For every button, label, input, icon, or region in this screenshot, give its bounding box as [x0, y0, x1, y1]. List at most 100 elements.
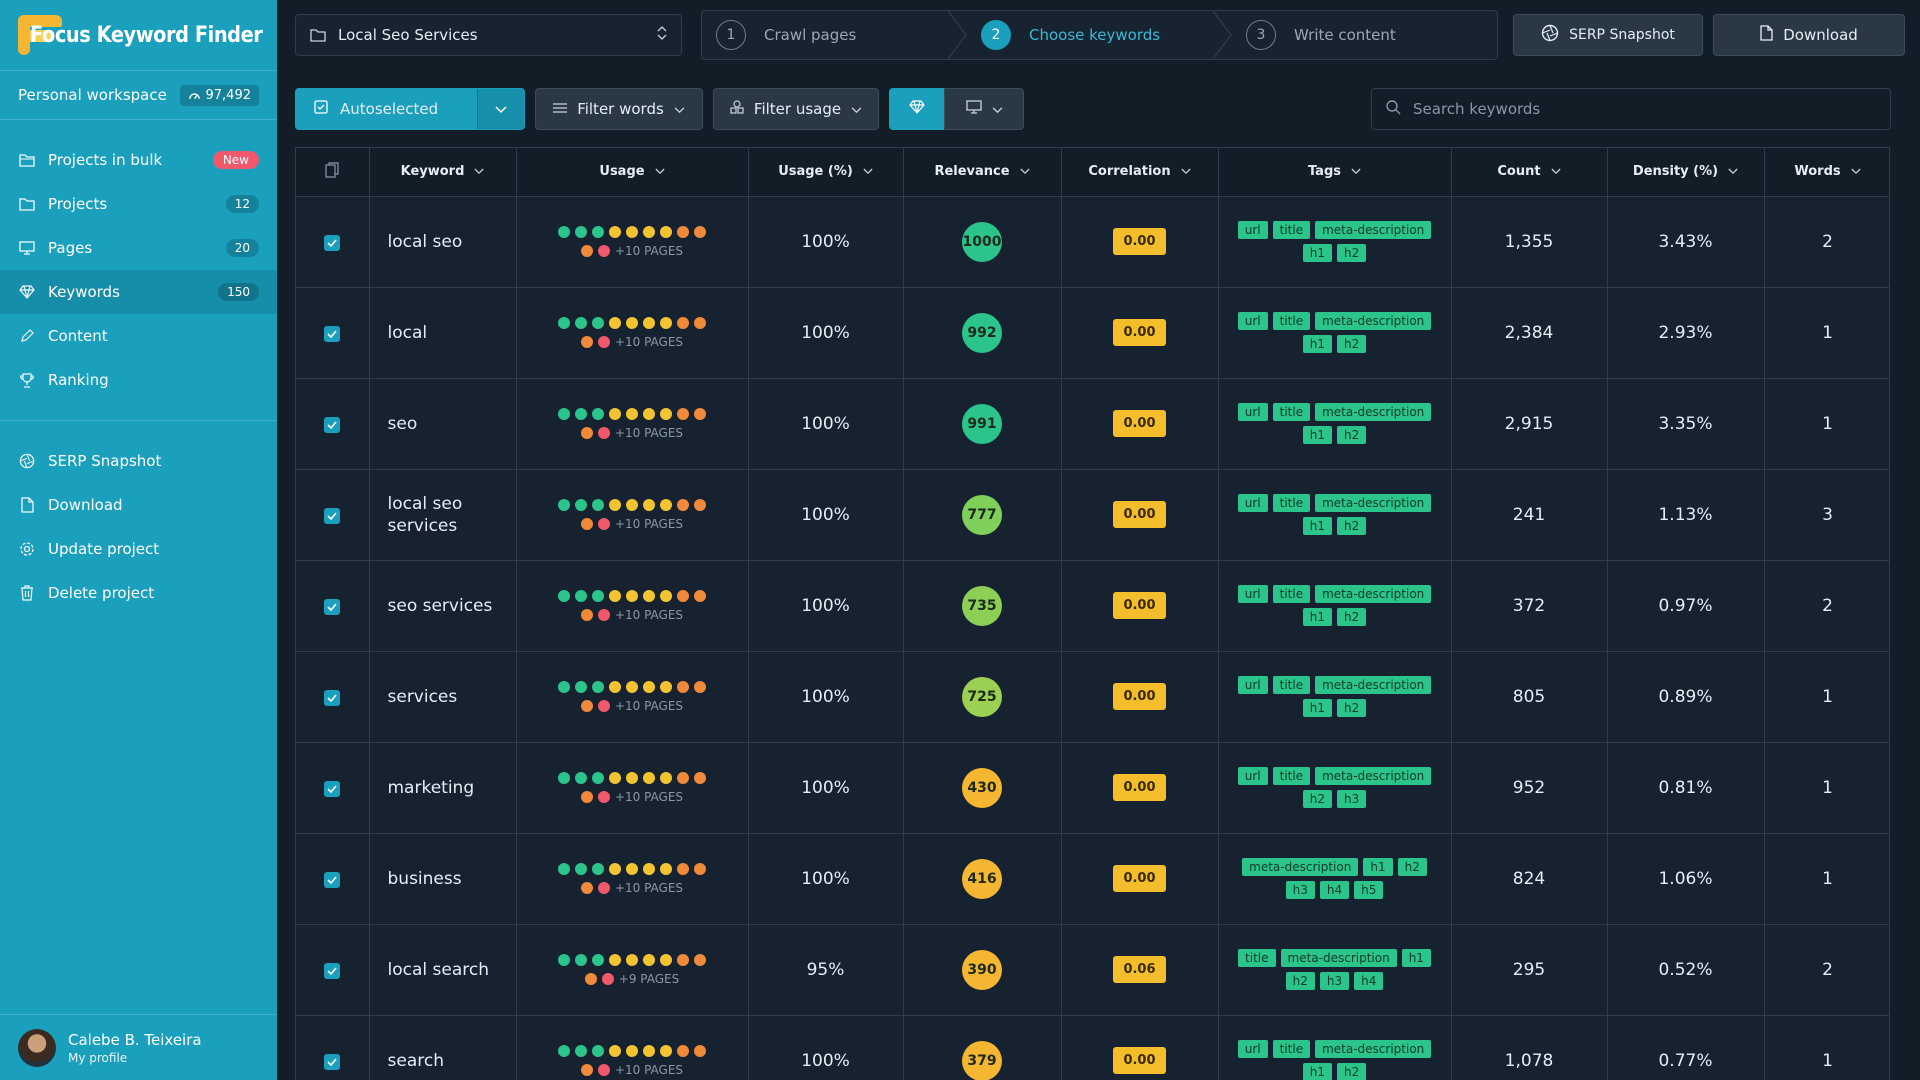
table-row: marketing +10 PAGES 100% 430 0.00 url title met… — [296, 742, 1889, 834]
row-checkbox[interactable] — [324, 325, 341, 342]
table-header: Keyword Usage Usage (%) Relevance Correlatio… — [296, 148, 1889, 197]
sidebar-action-delete-project[interactable]: Delete project — [0, 571, 277, 615]
relevance-cell: 992 — [903, 287, 1062, 379]
column-header-correlation[interactable]: Correlation — [1061, 148, 1219, 197]
profile[interactable]: Calebe B. Teixeira My profile — [0, 1014, 277, 1080]
step-choose-keywords[interactable]: 2 Choose keywords — [967, 10, 1232, 60]
my-profile-link[interactable]: My profile — [68, 1050, 128, 1065]
usage-dot — [592, 225, 604, 238]
column-header-tags[interactable]: Tags — [1218, 148, 1452, 197]
usage-dot — [677, 680, 689, 693]
correlation-cell: 0.00 — [1061, 196, 1219, 288]
count-cell: 1,078 — [1451, 1015, 1608, 1080]
app-logo[interactable]: Focus Keyword Finder — [0, 0, 277, 70]
row-checkbox[interactable] — [324, 598, 341, 615]
usage-dot — [580, 790, 593, 803]
keywords-view-button[interactable] — [889, 88, 944, 130]
step-crawl-pages[interactable]: 1 Crawl pages — [702, 10, 967, 60]
correlation-cell: 0.00 — [1061, 742, 1219, 834]
keyword-text: seo services — [387, 595, 493, 616]
sidebar-item-projects-in-bulk[interactable]: Projects in bulk New — [0, 138, 277, 182]
usage-dot — [643, 498, 655, 511]
tag-chip: url — [1237, 1040, 1268, 1058]
usage-dot — [597, 608, 610, 621]
relevance-score: 1000 — [962, 221, 1002, 262]
usage-dot — [660, 862, 672, 875]
column-header-density[interactable]: Density (%) — [1607, 148, 1765, 197]
usage-dots — [517, 771, 748, 784]
table-row: local seo +10 PAGES 100% 1000 0.00 url title me… — [296, 196, 1889, 288]
sidebar-item-keywords[interactable]: Keywords 150 — [0, 270, 277, 314]
download-button[interactable]: Download — [1713, 14, 1905, 56]
column-header-relevance[interactable]: Relevance — [903, 148, 1062, 197]
density-cell: 0.89% — [1607, 651, 1765, 743]
tag-chip: h2 — [1337, 608, 1367, 626]
sidebar-action-download[interactable]: Download — [0, 483, 277, 527]
usage-dot — [580, 881, 593, 894]
row-checkbox[interactable] — [324, 871, 341, 888]
autoselected-dropdown[interactable] — [477, 89, 524, 129]
tag-chip: h4 — [1354, 972, 1384, 990]
step-write-content[interactable]: 3 Write content — [1232, 11, 1497, 59]
search-input[interactable] — [1413, 100, 1890, 118]
column-header-keyword[interactable]: Keyword — [369, 148, 517, 197]
usage-dot — [626, 953, 638, 966]
row-checkbox[interactable] — [324, 416, 341, 433]
row-checkbox[interactable] — [324, 689, 341, 706]
step-number: 2 — [981, 20, 1011, 50]
column-header-words[interactable]: Words — [1764, 148, 1889, 197]
column-header-label: Keyword — [400, 164, 465, 180]
sidebar-item-pages[interactable]: Pages 20 — [0, 226, 277, 270]
sidebar-action-serp-snapshot[interactable]: SERP Snapshot — [0, 439, 277, 483]
column-header-usage[interactable]: Usage — [516, 148, 749, 197]
credits-value: 97,492 — [205, 87, 252, 103]
sidebar-action-update-project[interactable]: Update project — [0, 527, 277, 571]
sidebar-item-ranking[interactable]: Ranking — [0, 358, 277, 402]
usage-dot — [575, 225, 587, 238]
count-cell: 1,355 — [1451, 196, 1608, 288]
avatar — [18, 1028, 56, 1067]
sidebar-item-content[interactable]: Content — [0, 314, 277, 358]
keyword-text: business — [387, 868, 462, 889]
column-header-label: Density (%) — [1632, 164, 1719, 180]
usage-dot — [575, 862, 587, 875]
count-cell: 295 — [1451, 924, 1608, 1016]
sidebar-item-projects[interactable]: Projects 12 — [0, 182, 277, 226]
usage-dot — [575, 953, 587, 966]
filter-words-button[interactable]: Filter words — [535, 88, 703, 130]
row-checkbox[interactable] — [324, 962, 341, 979]
gauge-icon — [188, 93, 200, 100]
more-pages-label: +10 PAGES — [614, 516, 684, 531]
workspace-selector[interactable]: Personal workspace 97,492 — [0, 70, 277, 120]
usage-cell: +10 PAGES — [516, 833, 749, 925]
serp-snapshot-button[interactable]: SERP Snapshot — [1513, 14, 1703, 56]
correlation-badge: 0.00 — [1113, 774, 1166, 801]
sidebar-item-label: Projects in bulk — [48, 151, 163, 169]
correlation-cell: 0.06 — [1061, 924, 1219, 1016]
column-header-usage[interactable]: Usage (%) — [748, 148, 904, 197]
autoselected-label: Autoselected — [340, 100, 439, 118]
column-header-count[interactable]: Count — [1451, 148, 1608, 197]
more-pages-label: +10 PAGES — [614, 334, 684, 349]
tags-cell: url title meta-description h1 h2 — [1218, 560, 1452, 652]
device-select[interactable] — [944, 88, 1024, 130]
chevron-down-icon — [1180, 164, 1191, 179]
filter-usage-button[interactable]: Filter usage — [713, 88, 879, 130]
folder-stack-icon — [18, 153, 36, 167]
tag-chip: title — [1272, 494, 1311, 512]
autoselected-button[interactable]: Autoselected — [296, 89, 477, 129]
project-select[interactable]: Local Seo Services — [295, 14, 682, 56]
usage-dot — [694, 771, 706, 784]
trash-icon — [18, 585, 36, 601]
row-checkbox[interactable] — [324, 1053, 341, 1070]
row-checkbox[interactable] — [324, 234, 341, 251]
relevance-cell: 735 — [903, 560, 1062, 652]
tag-chip: url — [1237, 676, 1268, 694]
row-checkbox[interactable] — [324, 507, 341, 524]
row-checkbox[interactable] — [324, 780, 341, 797]
row-select-cell — [296, 560, 370, 652]
tag-chip: title — [1272, 676, 1311, 694]
select-all-header[interactable] — [296, 148, 370, 197]
row-select-cell — [296, 196, 370, 288]
usage-dot — [575, 771, 587, 784]
